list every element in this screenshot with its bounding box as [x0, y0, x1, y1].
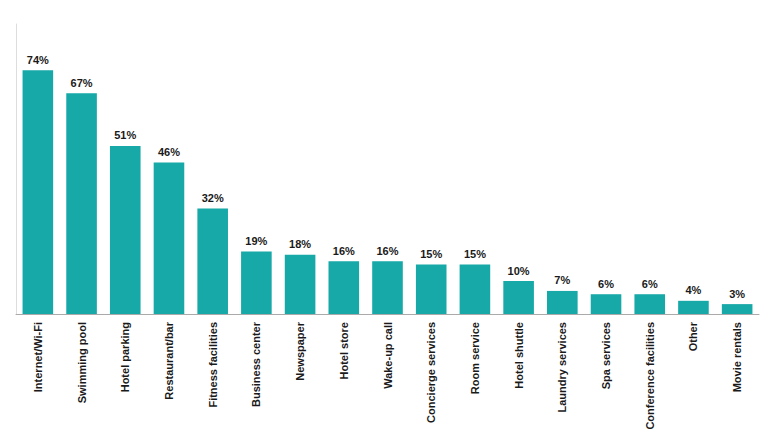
svg-text:Wake-up call: Wake-up call [382, 322, 394, 389]
svg-text:Restaurant/bar: Restaurant/bar [163, 321, 175, 399]
svg-text:67%: 67% [71, 77, 93, 89]
svg-text:46%: 46% [158, 146, 180, 158]
svg-text:Swimming pool: Swimming pool [76, 322, 88, 403]
svg-text:6%: 6% [598, 278, 614, 290]
svg-text:18%: 18% [289, 238, 311, 250]
svg-text:Newspaper: Newspaper [294, 321, 306, 380]
svg-text:3%: 3% [729, 288, 745, 300]
svg-text:16%: 16% [376, 245, 398, 257]
svg-text:19%: 19% [245, 235, 267, 247]
svg-text:Room service: Room service [469, 322, 481, 394]
svg-text:Laundry services: Laundry services [556, 322, 568, 413]
svg-text:Fitness facilities: Fitness facilities [207, 322, 219, 408]
svg-text:Hotel store: Hotel store [338, 322, 350, 379]
svg-text:32%: 32% [202, 192, 224, 204]
svg-text:10%: 10% [508, 265, 530, 277]
svg-text:74%: 74% [27, 54, 49, 66]
svg-text:Hotel parking: Hotel parking [119, 322, 131, 392]
svg-text:15%: 15% [420, 248, 442, 260]
svg-text:Hotel shuttle: Hotel shuttle [513, 322, 525, 389]
svg-text:7%: 7% [554, 274, 570, 286]
svg-text:Other: Other [687, 321, 699, 351]
svg-text:16%: 16% [333, 245, 355, 257]
svg-text:6%: 6% [642, 278, 658, 290]
svg-text:15%: 15% [464, 248, 486, 260]
svg-text:Business center: Business center [250, 321, 262, 407]
svg-text:Concierge services: Concierge services [425, 322, 437, 423]
svg-text:Internet/Wi-Fi: Internet/Wi-Fi [32, 322, 44, 392]
svg-text:51%: 51% [114, 129, 136, 141]
svg-text:Conference facilities: Conference facilities [644, 322, 656, 430]
svg-text:4%: 4% [685, 284, 701, 296]
svg-text:Movie rentals: Movie rentals [731, 322, 743, 392]
svg-text:Spa services: Spa services [600, 322, 612, 389]
